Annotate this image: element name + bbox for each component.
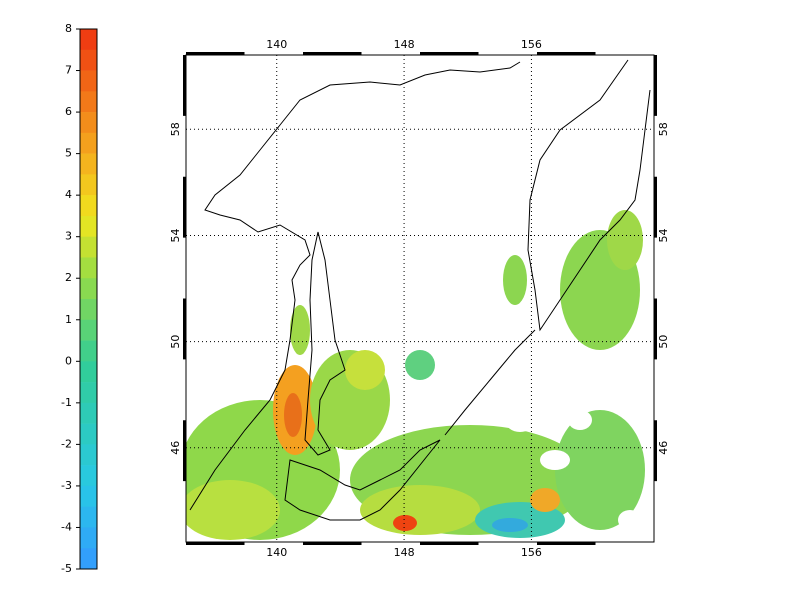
y-tick-label: 46	[657, 441, 670, 455]
y-tick-label: 50	[657, 335, 670, 349]
y-tick-label: 46	[169, 441, 182, 455]
colorbar-band	[80, 506, 97, 528]
colorbar-band	[80, 174, 97, 196]
colorbar-band	[80, 132, 97, 154]
border-bar	[654, 176, 657, 238]
colorbar-band	[80, 402, 97, 424]
map-axes: 140 140 148 148 156 156 46 46 50 50 54 54 58 58	[169, 38, 670, 559]
colorbar-band	[80, 153, 97, 175]
colorbar-band	[80, 319, 97, 341]
colorbar-tick-label: 3	[65, 230, 72, 243]
border-bar	[186, 52, 245, 55]
colorbar-band	[80, 195, 97, 217]
border-bar	[537, 542, 596, 545]
colorbar-tick-label: -3	[61, 479, 72, 492]
colorbar-band	[80, 527, 97, 549]
colorbar-band	[80, 340, 97, 362]
y-tick-label: 50	[169, 335, 182, 349]
y-tick-label: 58	[169, 122, 182, 136]
colorbar-band	[80, 49, 97, 71]
colorbar-band	[80, 548, 97, 570]
colorbar-tick-label: -2	[61, 437, 72, 450]
border-bar	[537, 52, 596, 55]
border-bar	[420, 542, 479, 545]
colorbar-tick-label: -1	[61, 396, 72, 409]
colorbar-tick-label: 7	[65, 64, 72, 77]
x-tick-label: 140	[266, 546, 287, 559]
colorbar-tick-label: 0	[65, 354, 72, 367]
colorbar-tick-label: 1	[65, 313, 72, 326]
colorbar-band	[80, 361, 97, 383]
border-bar	[654, 420, 657, 482]
x-tick-label: 148	[394, 38, 415, 51]
colorbar-band	[80, 299, 97, 321]
colorbar-frame	[79, 28, 98, 570]
border-bar	[303, 542, 362, 545]
colorbar-band	[80, 278, 97, 300]
colorbar-band	[80, 423, 97, 445]
colorbar-band	[80, 91, 97, 113]
colorbar-band	[80, 29, 97, 51]
colorbar-band	[80, 444, 97, 466]
x-tick-label: 140	[266, 38, 287, 51]
border-bar	[186, 542, 245, 545]
border-bar	[654, 55, 657, 116]
colorbar-band	[80, 215, 97, 237]
x-tick-label: 148	[394, 546, 415, 559]
colorbar-band	[80, 70, 97, 92]
colorbar-tick-label: 8	[65, 22, 72, 35]
colorbar-tick-label: 5	[65, 147, 72, 160]
colorbar-band	[80, 112, 97, 134]
y-tick-label: 54	[657, 228, 670, 242]
y-tick-label: 54	[169, 228, 182, 242]
border-bar	[183, 55, 186, 116]
border-bar	[303, 52, 362, 55]
colorbar: -5 -4 -3 -2 -1 0 1 2 3 4 5 6 7 8	[61, 22, 98, 575]
border-bar	[183, 420, 186, 482]
colorbar-tick-label: -5	[61, 562, 72, 575]
colorbar-tick-label: 2	[65, 271, 72, 284]
coastline	[189, 59, 651, 521]
y-tick-label: 58	[657, 122, 670, 136]
colorbar-band	[80, 382, 97, 404]
colorbar-tick-label: -4	[61, 520, 72, 533]
colorbar-band	[80, 236, 97, 258]
border-bar	[183, 298, 186, 360]
x-tick-label: 156	[521, 38, 542, 51]
colorbar-band	[80, 485, 97, 507]
colorbar-tick-label: 4	[65, 188, 72, 201]
sst-field	[186, 210, 645, 540]
border-bar	[654, 298, 657, 360]
x-tick-label: 156	[521, 546, 542, 559]
colorbar-band	[80, 257, 97, 279]
border-bar	[420, 52, 479, 55]
colorbar-band	[80, 465, 97, 487]
colorbar-tick-label: 6	[65, 105, 72, 118]
border-bar	[183, 176, 186, 238]
